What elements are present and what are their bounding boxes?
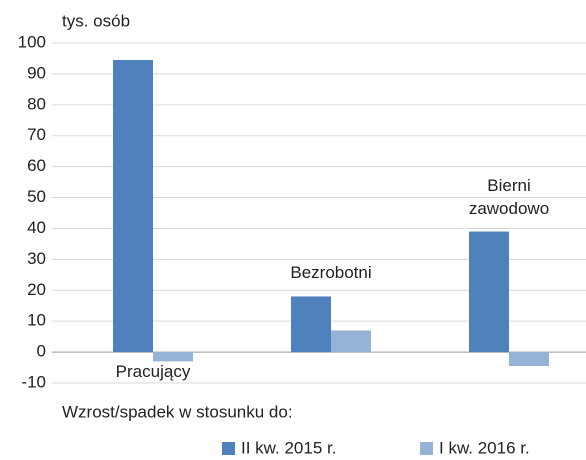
y-tick-label: 10 [27,311,46,330]
legend-swatch [420,442,433,455]
y-tick-label: 80 [27,94,46,113]
bar [291,296,331,353]
legend-label: I kw. 2016 r. [439,438,530,457]
y-axis-label: tys. osób [62,11,130,30]
bar [113,60,153,353]
y-tick-label: 50 [27,187,46,206]
y-tick-label: 30 [27,249,46,268]
y-tick-label: 0 [37,342,46,361]
legend-swatch [222,442,235,455]
bar [331,330,371,353]
bar [469,231,509,353]
y-tick-label: 70 [27,125,46,144]
legend-title: Wzrost/spadek w stosunku do: [62,402,293,421]
category-label: Bezrobotni [290,263,372,283]
y-tick-label: 100 [18,32,46,51]
category-label: Pracujący [115,362,191,382]
y-tick-label: 20 [27,280,46,299]
bar [153,352,193,362]
category-label: Bierni zawodowo [468,175,550,218]
y-tick-label: 40 [27,218,46,237]
y-tick-label: 60 [27,156,46,175]
bar [509,352,549,366]
legend-label: II kw. 2015 r. [241,438,336,457]
y-tick-label: 90 [27,63,46,82]
y-tick-label: -10 [21,372,46,391]
